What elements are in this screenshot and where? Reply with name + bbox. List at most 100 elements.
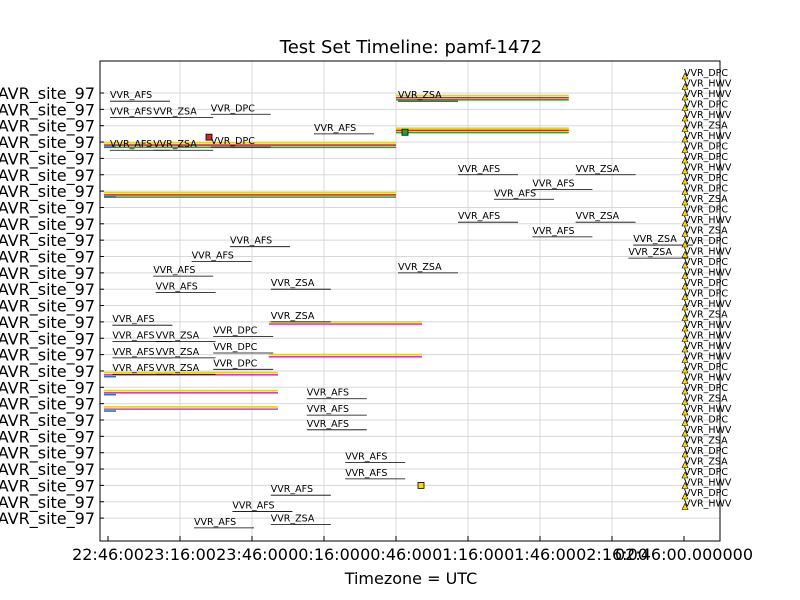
right-marker-icon [681,250,689,258]
annotation-label: VVR_AFS [153,265,195,276]
annotation-label: VVR_ZSA [628,247,672,258]
annotation-label: VVR_DPC [213,342,257,353]
right-marker-label: VVR_DPC [684,278,728,289]
annotation-label: VVR_AFS [307,388,349,399]
right-marker-icon [681,471,689,479]
annotation-label: VVR_AFS [192,250,234,261]
right-marker-icon [681,271,689,279]
y-tick-label: AVR_site_97 [0,329,95,349]
y-tick-label: AVR_site_97 [0,149,95,169]
right-edge-markers: VVR_DPCVVR_HWVVVR_HWVVVR_DPCVVR_HWVVVR_Z… [681,68,732,510]
right-marker-icon [681,492,689,500]
right-marker-label: VVR_DPC [684,184,728,195]
right-marker-label: VVR_DPC [684,257,728,268]
annotation-label: VVR_AFS [232,501,274,512]
annotation-label: VVR_ZSA [153,139,197,150]
right-marker-label: VVR_HWV [684,299,732,310]
right-marker-label: VVR_DPC [684,68,728,79]
right-marker-label: VVR_HWV [684,79,732,90]
annotation-label: VVR_ZSA [271,311,315,322]
right-marker-icon [681,261,689,269]
annotation-label: VVR_AFS [458,164,500,175]
annotation-label: VVR_AFS [307,404,349,415]
right-marker-label: VVR_HWV [684,247,732,258]
y-tick-label: AVR_site_97 [0,117,95,137]
right-marker-label: VVR_HWV [684,352,732,363]
right-marker-icon [681,177,689,185]
x-tick-label: 02:16:00 [576,545,648,564]
right-marker-icon [681,229,689,237]
right-marker-icon [681,355,689,363]
right-marker-icon [681,166,689,174]
right-marker-icon [681,366,689,374]
right-marker-icon [681,429,689,437]
annotation-label: VVR_ZSA [398,90,442,101]
annotation-label: VVR_ZSA [576,164,620,175]
x-tick-labels: 22:46:00 23:16:00 23:46:00 00:16:00 00:46:00… [72,545,753,564]
right-marker-icon [681,282,689,290]
red-marker [205,133,213,141]
annotation-label: VVR_AFS [345,452,387,463]
annotation-label: VVR_ZSA [153,107,197,118]
right-marker-label: VVR_DPC [684,142,728,153]
right-marker-icon [681,460,689,468]
right-marker-label: VVR_DPC [684,488,728,499]
right-marker-icon [681,208,689,216]
annotation-label: VVR_AFS [110,90,152,101]
y-tick-label: AVR_site_97 [0,297,95,317]
y-tick-label: AVR_site_97 [0,248,95,268]
right-marker-label: VVR_ZSA [684,457,728,468]
right-marker-icon [681,145,689,153]
right-marker-icon [681,418,689,426]
right-marker-label: VVR_ZSA [684,436,728,447]
annotation-label: VVR_AFS [112,363,154,374]
y-tick-label: AVR_site_97 [0,264,95,284]
right-marker-icon [681,135,689,143]
y-tick-label: AVR_site_97 [0,313,95,333]
annotation-label: VVR_AFS [156,281,198,292]
y-tick-label: AVR_site_97 [0,378,95,398]
y-tick-label: AVR_site_97 [0,100,95,120]
right-marker-icon [681,198,689,206]
annotation-label: VVR_AFS [110,139,152,150]
y-tick-label: AVR_site_97 [0,395,95,415]
annotation-label: VVR_ZSA [156,363,200,374]
right-marker-label: VVR_DPC [684,205,728,216]
x-tick-label: 00:46:00 [360,545,432,564]
right-marker-label: VVR_HWV [684,320,732,331]
annotation-label: VVR_AFS [110,107,152,118]
y-tick-label: AVR_site_97 [0,280,95,300]
annotation-label: VVR_AFS [271,484,313,495]
right-marker-label: VVR_HWV [684,425,732,436]
right-marker-label: VVR_HWV [684,373,732,384]
timeline-bars [104,94,569,489]
right-marker-icon [681,156,689,164]
right-marker-icon [681,345,689,353]
right-marker-icon [681,408,689,416]
right-marker-label: VVR_HWV [684,268,732,279]
right-marker-label: VVR_DPC [684,446,728,457]
right-marker-label: VVR_HWV [684,499,732,510]
right-marker-icon [681,397,689,405]
x-tick-label: 02:46:00.000000 [615,545,753,564]
annotation-label: VVR_ZSA [156,331,200,342]
right-marker-icon [681,82,689,90]
right-marker-label: VVR_ZSA [684,226,728,237]
right-marker-icon [681,240,689,248]
y-tick-label: AVR_site_97 [0,84,95,104]
right-marker-label: VVR_DPC [684,383,728,394]
right-marker-icon [681,93,689,101]
right-marker-icon [681,187,689,195]
right-marker-label: VVR_HWV [684,478,732,489]
y-tick-label: AVR_site_97 [0,444,95,464]
grid-lines [100,61,720,541]
right-marker-icon [681,72,689,80]
annotation-label: VVR_ZSA [398,262,442,273]
y-tick-label: AVR_site_97 [0,182,95,202]
annotation-label: VVR_AFS [112,314,154,325]
right-marker-label: VVR_ZSA [684,394,728,405]
annotation-label: VVR_DPC [213,326,257,337]
x-tick-label: 01:46:00 [504,545,576,564]
annotation-label: VVR_AFS [307,419,349,430]
